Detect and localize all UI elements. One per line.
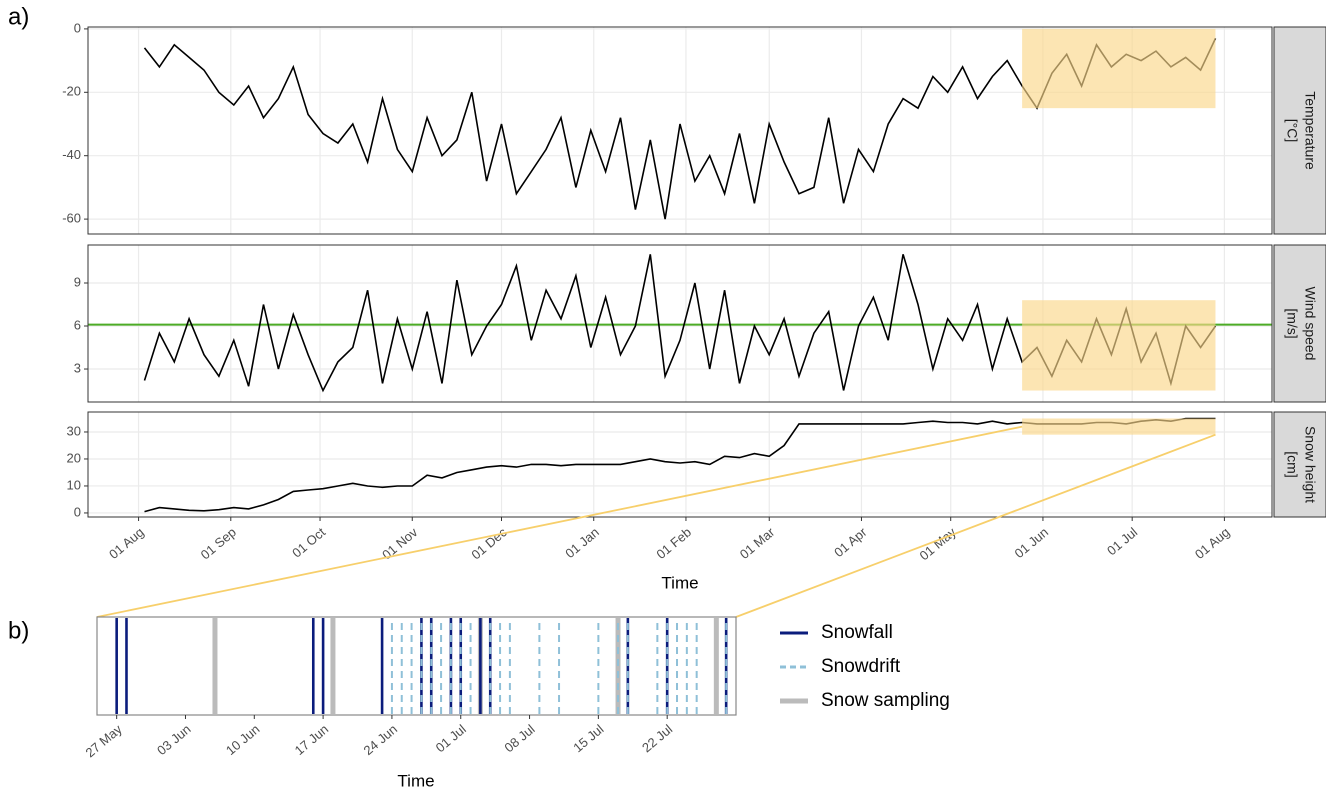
x-tick-label: 01 Jul [1104, 524, 1140, 558]
y-tick-label: 20 [67, 450, 81, 465]
x-tick-label: 01 Jan [562, 524, 602, 561]
legend-label: Snowfall [821, 622, 893, 643]
x-axis-title: Time [397, 771, 434, 790]
y-tick-label: -20 [62, 84, 81, 99]
data-line [143, 38, 1217, 220]
x-tick-label: 24 Jun [361, 721, 401, 758]
panel-border [87, 26, 1273, 235]
y-tick-label: 9 [74, 274, 81, 289]
panel-border [96, 616, 737, 716]
panel-border [87, 244, 1273, 403]
x-tick-label: 01 Oct [289, 524, 328, 560]
panel-label: b) [8, 617, 29, 644]
strip-label: [m/s] [1284, 308, 1300, 338]
x-tick-label: 01 Dec [468, 524, 510, 562]
highlight [1022, 418, 1216, 435]
zoom-connector [96, 425, 1023, 618]
y-tick-label: 3 [74, 360, 81, 375]
legend-label: Snowdrift [821, 656, 901, 677]
strip [1273, 411, 1326, 518]
highlight [1022, 28, 1216, 109]
x-tick-label: 01 Apr [831, 524, 870, 560]
x-tick-label: 17 Jun [292, 721, 332, 758]
y-tick-label: -40 [62, 147, 81, 162]
strip [1273, 244, 1326, 403]
strip-label: Temperature [1302, 91, 1318, 170]
y-tick-label: 0 [74, 504, 81, 519]
panel-border [87, 411, 1273, 518]
x-tick-label: 08 Jul [501, 721, 537, 755]
zoom-connector [735, 433, 1216, 618]
x-tick-label: 10 Jun [223, 721, 263, 758]
x-tick-label: 01 May [917, 524, 960, 563]
strip-label: Wind speed [1302, 287, 1318, 361]
x-tick-label: 01 Mar [737, 524, 778, 562]
x-tick-label: 03 Jun [154, 721, 194, 758]
y-tick-label: 30 [67, 423, 81, 438]
plot-background [97, 617, 736, 715]
legend-label: Snow sampling [821, 690, 950, 711]
x-axis-title: Time [661, 573, 698, 592]
y-tick-label: -60 [62, 211, 81, 226]
x-tick-label: 01 Aug [106, 524, 147, 562]
strip-label: [cm] [1284, 451, 1300, 477]
y-tick-label: 0 [74, 20, 81, 35]
panel-label: a) [8, 3, 29, 30]
x-tick-label: 22 Jul [639, 721, 675, 755]
x-tick-label: 01 Nov [379, 524, 421, 562]
x-tick-label: 01 Aug [1192, 524, 1233, 562]
x-tick-label: 27 May [82, 721, 125, 760]
y-tick-label: 6 [74, 317, 81, 332]
x-tick-label: 15 Jul [570, 721, 606, 755]
x-tick-label: 01 Jul [433, 721, 469, 755]
strip [1273, 26, 1326, 235]
y-tick-label: 10 [67, 477, 81, 492]
highlight [1022, 300, 1216, 391]
strip-label: [°C] [1284, 119, 1300, 143]
x-tick-label: 01 Jun [1012, 524, 1052, 561]
strip-label: Snow height [1302, 426, 1318, 503]
x-tick-label: 01 Sep [198, 524, 239, 562]
x-tick-label: 01 Feb [653, 524, 694, 562]
